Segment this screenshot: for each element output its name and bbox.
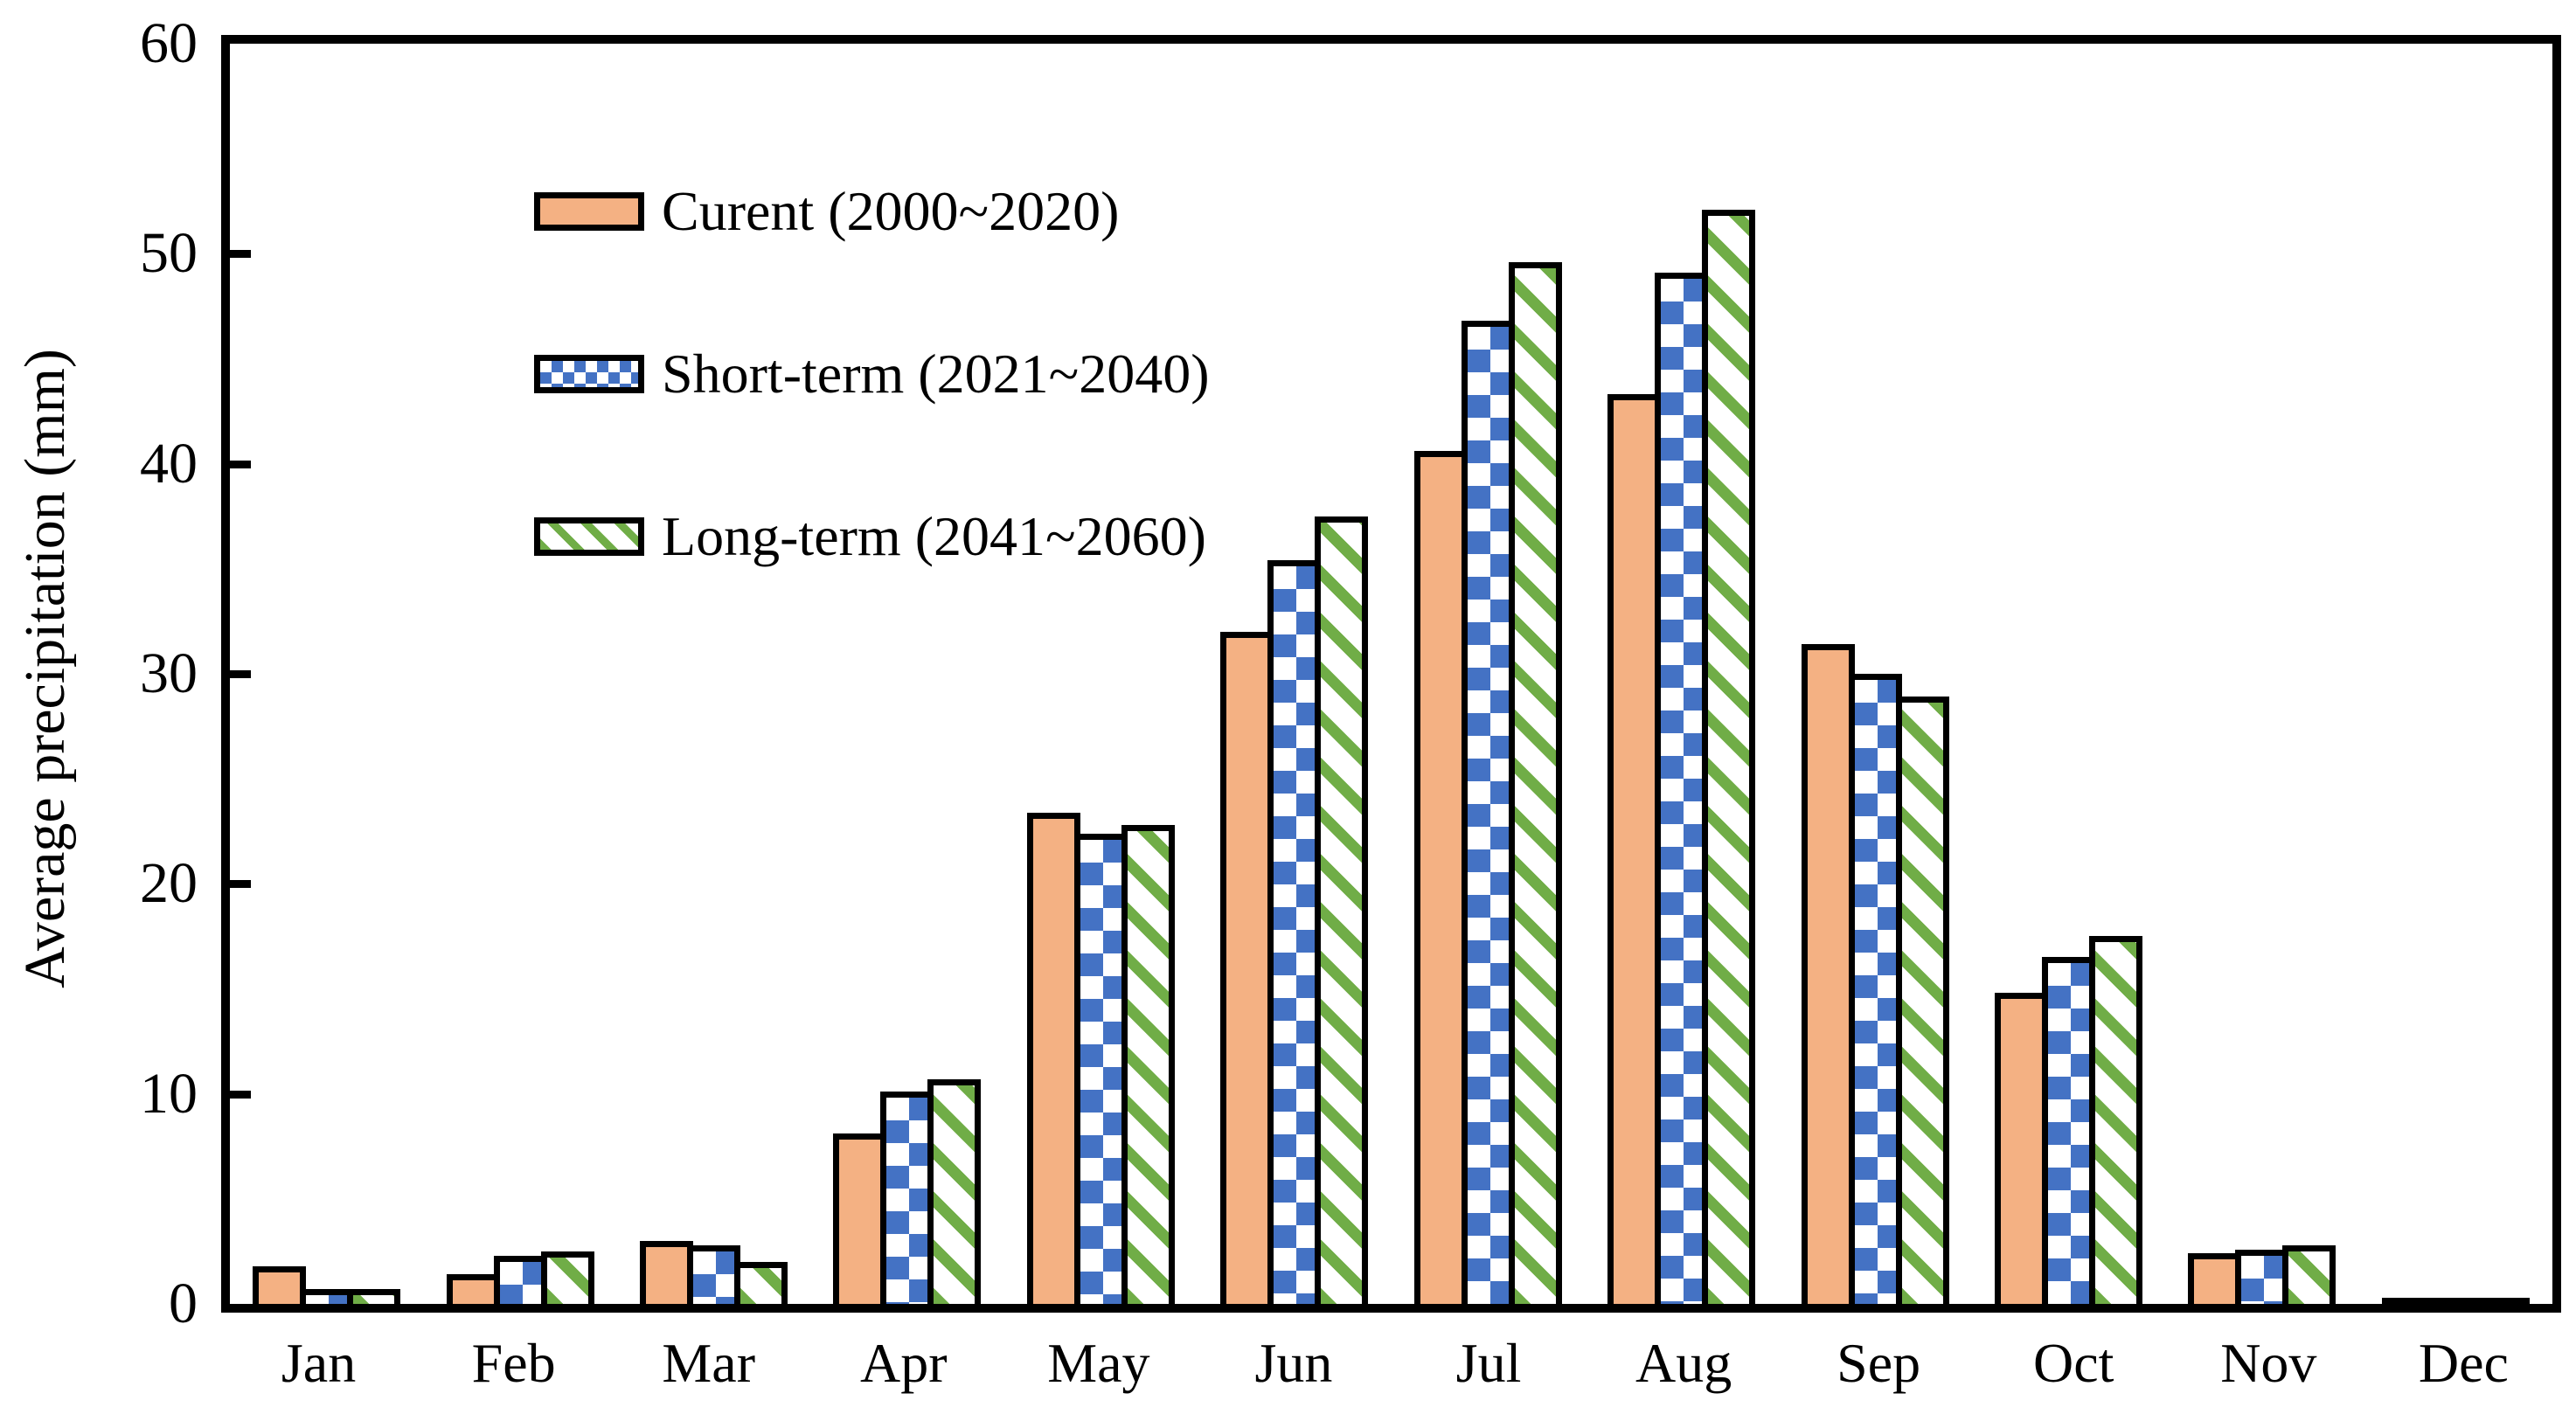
x-label-apr: Apr bbox=[860, 1332, 948, 1394]
bar-jun-solid bbox=[1220, 632, 1274, 1304]
bar-jan-checker bbox=[300, 1289, 354, 1304]
y-tick-label-30: 30 bbox=[140, 641, 198, 705]
y-tick-label-10: 10 bbox=[140, 1061, 198, 1126]
x-label-jan: Jan bbox=[281, 1332, 357, 1394]
x-label-jun: Jun bbox=[1254, 1332, 1333, 1394]
x-label-aug: Aug bbox=[1635, 1332, 1732, 1394]
y-tick-mark-10 bbox=[230, 1090, 251, 1099]
x-label-feb: Feb bbox=[471, 1332, 556, 1394]
bar-aug-checker bbox=[1655, 273, 1709, 1304]
bar-apr-checker bbox=[880, 1092, 934, 1304]
bar-sep-checker bbox=[1848, 674, 1902, 1304]
y-tick-mark-50 bbox=[230, 250, 251, 259]
y-tick-mark-40 bbox=[230, 460, 251, 468]
bar-group-jul bbox=[1392, 44, 1585, 1304]
bar-aug-stripes bbox=[1702, 210, 1756, 1304]
y-tick-label-0: 0 bbox=[169, 1272, 198, 1335]
legend-label-solid: Curent (2000~2020) bbox=[662, 180, 1120, 242]
bar-group-oct bbox=[1972, 44, 2165, 1304]
bar-group-feb bbox=[423, 44, 616, 1304]
x-label-may: May bbox=[1047, 1332, 1150, 1394]
legend-swatch-stripes bbox=[534, 517, 644, 556]
bar-group-jan bbox=[230, 44, 423, 1304]
bar-aug-solid bbox=[1607, 394, 1662, 1304]
bar-may-stripes bbox=[1121, 825, 1175, 1304]
x-label-oct: Oct bbox=[2033, 1332, 2114, 1394]
x-label-sep: Sep bbox=[1837, 1332, 1921, 1394]
bar-apr-solid bbox=[833, 1133, 887, 1304]
bar-groups bbox=[230, 44, 2552, 1304]
bar-oct-stripes bbox=[2089, 936, 2142, 1304]
legend-label-checker: Short-term (2021~2040) bbox=[662, 343, 1210, 405]
bar-group-apr bbox=[810, 44, 1003, 1304]
bar-group-nov bbox=[2165, 44, 2358, 1304]
bar-jul-solid bbox=[1413, 451, 1468, 1304]
legend-row-solid: Curent (2000~2020) bbox=[534, 184, 1210, 239]
legend: Curent (2000~2020) Short-term (2021~2040)… bbox=[534, 184, 1210, 565]
bar-group-jun bbox=[1198, 44, 1391, 1304]
bar-feb-checker bbox=[493, 1256, 547, 1304]
legend-label-stripes: Long-term (2041~2060) bbox=[662, 505, 1206, 567]
bar-jun-checker bbox=[1267, 560, 1322, 1304]
bar-sep-solid bbox=[1801, 644, 1855, 1304]
bar-dec-solid bbox=[2381, 1298, 2435, 1304]
legend-swatch-checker bbox=[534, 355, 644, 393]
bar-oct-checker bbox=[2042, 957, 2095, 1304]
legend-row-checker: Short-term (2021~2040) bbox=[534, 346, 1210, 402]
legend-row-stripes: Long-term (2041~2060) bbox=[534, 509, 1210, 565]
bar-mar-stripes bbox=[734, 1262, 788, 1304]
bar-group-mar bbox=[617, 44, 810, 1304]
bar-dec-stripes bbox=[2475, 1298, 2530, 1304]
x-label-jul: Jul bbox=[1455, 1332, 1522, 1394]
x-label-mar: Mar bbox=[662, 1332, 755, 1394]
bar-jul-stripes bbox=[1508, 262, 1562, 1304]
bar-may-checker bbox=[1073, 834, 1128, 1304]
bar-feb-stripes bbox=[540, 1251, 594, 1304]
legend-swatch-solid bbox=[534, 192, 644, 231]
bar-group-may bbox=[1004, 44, 1198, 1304]
bar-mar-checker bbox=[687, 1245, 741, 1304]
bar-nov-checker bbox=[2235, 1250, 2289, 1304]
y-tick-mark-30 bbox=[230, 670, 251, 678]
x-axis-labels: Jan Feb Mar Apr May Jun Jul Aug Sep Oct Nov Dec bbox=[221, 1335, 2561, 1391]
bar-group-aug bbox=[1585, 44, 1778, 1304]
bar-nov-stripes bbox=[2282, 1245, 2336, 1304]
bar-jul-checker bbox=[1461, 321, 1515, 1304]
bar-oct-solid bbox=[1995, 993, 2048, 1304]
bar-group-sep bbox=[1778, 44, 1971, 1304]
bar-jan-solid bbox=[253, 1266, 307, 1304]
bar-jan-stripes bbox=[347, 1289, 401, 1304]
y-tick-label-50: 50 bbox=[140, 221, 198, 286]
bar-may-solid bbox=[1026, 813, 1080, 1304]
bar-feb-solid bbox=[446, 1274, 500, 1304]
bar-nov-solid bbox=[2188, 1253, 2242, 1304]
bar-group-dec bbox=[2359, 44, 2552, 1304]
bar-sep-stripes bbox=[1895, 697, 1949, 1304]
bar-jun-stripes bbox=[1315, 516, 1369, 1304]
bar-mar-solid bbox=[640, 1241, 694, 1304]
y-tick-mark-20 bbox=[230, 880, 251, 889]
x-label-nov: Nov bbox=[2220, 1332, 2317, 1394]
y-tick-label-40: 40 bbox=[140, 431, 198, 496]
y-tick-label-20: 20 bbox=[140, 851, 198, 916]
bar-apr-stripes bbox=[927, 1079, 982, 1304]
y-tick-label-60: 60 bbox=[140, 11, 198, 75]
plot-area: Curent (2000~2020) Short-term (2021~2040)… bbox=[221, 35, 2561, 1313]
bar-dec-checker bbox=[2428, 1298, 2482, 1304]
x-label-dec: Dec bbox=[2418, 1332, 2509, 1394]
